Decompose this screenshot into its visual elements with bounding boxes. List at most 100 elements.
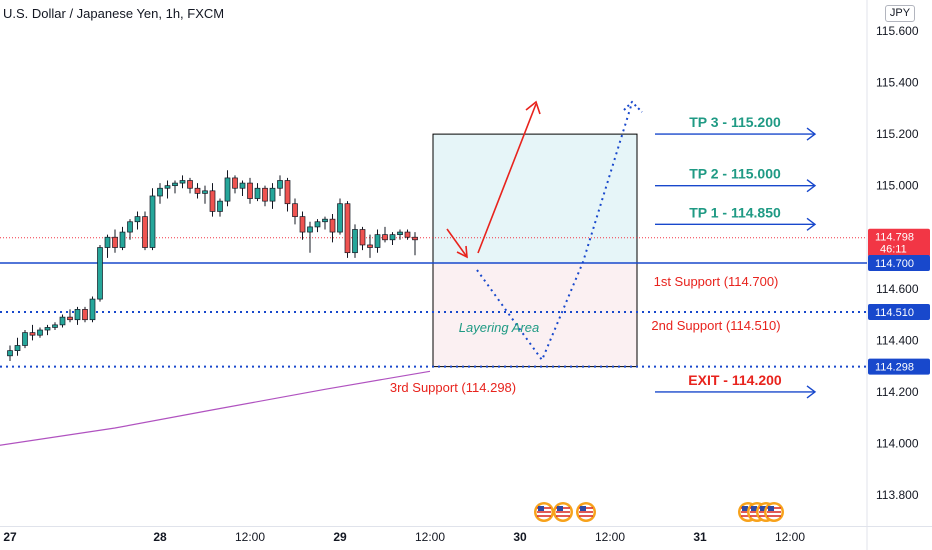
candle-body (404, 231, 411, 238)
candle (44, 324, 51, 336)
candle (67, 309, 73, 323)
tp3-label: TP 3 - 115.200 (689, 114, 781, 130)
candle-body (277, 180, 283, 189)
support-1-price-value: 114.700 (875, 258, 914, 270)
candle-body (382, 234, 388, 241)
red-arrow-down (446, 228, 468, 258)
candle-body (104, 236, 111, 248)
layering-area-label: Layering Area (459, 320, 539, 335)
candle-body (389, 234, 396, 241)
candle-body (262, 187, 268, 202)
tp2-label: TP 2 - 115.000 (689, 166, 781, 182)
candle-body (142, 216, 148, 248)
x-tick-label: 31 (693, 530, 707, 544)
candle (202, 185, 208, 204)
candle-body (44, 327, 51, 331)
y-tick-label: 114.200 (876, 385, 919, 399)
candle-body (344, 203, 351, 254)
candle-body (247, 182, 253, 199)
candle-body (97, 247, 103, 300)
candle (292, 198, 298, 225)
flag-canton (580, 506, 586, 511)
flag-canton (760, 506, 766, 511)
us-flag-event-icon[interactable] (764, 502, 784, 522)
candle (367, 234, 373, 258)
us-flag-event-icon[interactable] (534, 502, 554, 522)
support2-label: 2nd Support (114.510) (651, 318, 780, 333)
candle-body (187, 180, 193, 189)
candle (239, 180, 246, 196)
candle-body (374, 234, 381, 248)
candle (224, 170, 231, 207)
candle-body (232, 177, 238, 189)
moving-average-line (0, 370, 431, 446)
candle (157, 183, 163, 204)
candle-body (412, 236, 418, 241)
candle-body (127, 221, 133, 233)
candle-body (59, 316, 66, 326)
tp3-arrow-head (806, 127, 817, 141)
support-3-price-value: 114.298 (875, 362, 914, 374)
candle-body (284, 180, 291, 205)
flag-canton (751, 506, 757, 511)
candle (142, 211, 148, 251)
x-tick-label: 27 (3, 530, 17, 544)
candle-body (164, 185, 171, 189)
red-arrow-up-head (525, 100, 541, 115)
exit-arrow-head (806, 385, 817, 399)
y-tick-label: 114.400 (876, 333, 919, 347)
candle (37, 327, 43, 338)
candle-body (82, 309, 88, 321)
x-tick-label: 28 (153, 530, 167, 544)
us-flag-event-icon[interactable] (553, 502, 573, 522)
x-tick-label: 12:00 (235, 530, 265, 544)
flag-canton (557, 506, 563, 511)
candle-body (329, 218, 336, 233)
flag-canton (742, 506, 748, 511)
currency-button[interactable]: JPY (885, 5, 915, 22)
support3-label: 3rd Support (114.298) (390, 380, 516, 395)
candle (284, 177, 291, 212)
y-tick-label: 114.600 (876, 282, 919, 296)
us-flag-event-icon[interactable] (576, 502, 596, 522)
candle-body (14, 345, 21, 351)
candle-body (67, 316, 73, 321)
candle-body (74, 309, 81, 321)
candle (127, 219, 133, 240)
candle (7, 345, 13, 361)
candle (269, 183, 276, 209)
layering-zone (432, 262, 638, 368)
candle-body (179, 180, 186, 184)
candle-body (89, 298, 96, 321)
candle (149, 188, 156, 251)
flag-canton (768, 506, 774, 511)
candle (52, 322, 58, 331)
candle (374, 229, 381, 253)
current-price-value: 114.798 (875, 232, 914, 244)
y-tick-label: 115.600 (876, 24, 919, 38)
support-2-price-value: 114.510 (875, 307, 914, 319)
candle (232, 175, 238, 194)
candle (359, 226, 366, 251)
candle-body (112, 236, 118, 248)
candle (82, 306, 88, 323)
x-tick-label: 29 (333, 530, 347, 544)
chart-title: U.S. Dollar / Japanese Yen, 1h, FXCM (3, 6, 225, 21)
candle-body (299, 216, 306, 233)
tp1-label: TP 1 - 114.850 (689, 204, 781, 220)
candle (194, 183, 201, 199)
blue-projection-path (476, 105, 632, 363)
y-tick-label: 115.000 (876, 179, 919, 193)
candle (314, 219, 321, 233)
candle (112, 229, 118, 253)
y-tick-label: 115.400 (876, 76, 919, 90)
candle-body (22, 332, 28, 346)
candle (412, 232, 418, 256)
candle-body (239, 182, 246, 189)
candle (404, 229, 411, 240)
candle (352, 224, 358, 258)
candle (262, 185, 268, 207)
candle (134, 211, 141, 230)
